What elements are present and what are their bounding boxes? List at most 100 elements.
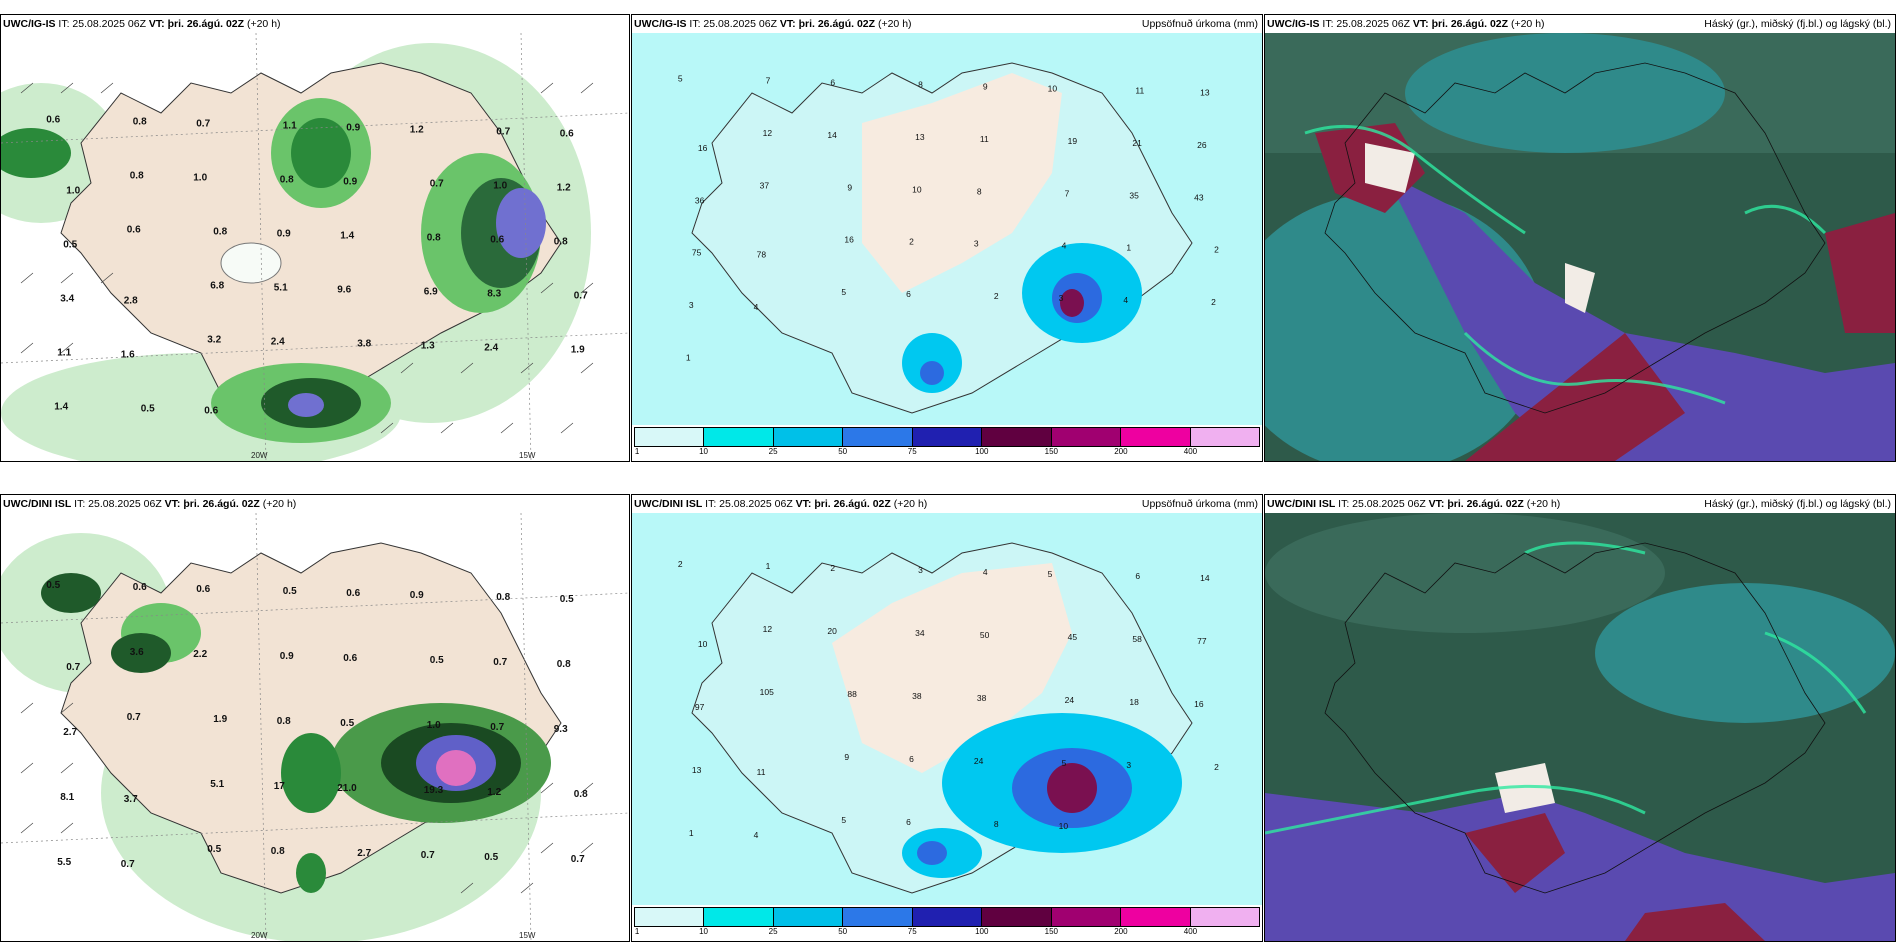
precip-value-label: 10	[912, 184, 922, 194]
precip-value-label: 38	[977, 693, 987, 703]
precip-value-label: 1.0	[66, 186, 80, 197]
precip-value-label: 97	[695, 702, 705, 712]
init-time: IT: 25.08.2025 06Z	[1322, 18, 1410, 30]
precip-value-label: 0.9	[343, 177, 357, 188]
precip-value-label: 12	[763, 128, 773, 138]
panel-bottom-left: UWC/DINI ISL IT: 25.08.2025 06Z VT: þri.…	[0, 494, 630, 942]
colorbar: 1 10 25 50 75 100 150 200 400	[632, 425, 1262, 461]
precip-value-label: 0.8	[496, 592, 510, 603]
precip-value-label: 0.9	[277, 229, 291, 240]
colorbar-swatch	[1121, 428, 1191, 446]
precip-value-label: 2	[830, 563, 835, 573]
precip-value-label: 4	[754, 302, 759, 312]
precip-value-label: 3	[974, 239, 979, 249]
precip-value-label: 16	[698, 143, 708, 153]
colorbar-tick-label: 75	[907, 927, 917, 936]
precip-value-label: 2	[1214, 245, 1219, 255]
field-title: Háský (gr.), miðský (fj.bl.) og lágský (…	[1704, 498, 1891, 510]
precip-value-label: 14	[1200, 573, 1210, 583]
colorbar-swatch	[704, 428, 774, 446]
cloud-cover-map	[1265, 513, 1895, 941]
colorbar-swatch	[1051, 908, 1122, 926]
precip-value-label: 17	[274, 781, 286, 792]
precip-value-label: 2	[909, 237, 914, 247]
precip-value-label: 5.1	[210, 779, 224, 790]
precip-value-label: 45	[1068, 632, 1078, 642]
precip-value-label: 6	[906, 289, 911, 299]
precip-value-label: 0.8	[213, 227, 227, 238]
map-svg	[1265, 33, 1895, 461]
precip-value-label: 2	[1214, 762, 1219, 772]
lon-label-20w: 20W	[251, 451, 268, 460]
precip-value-label: 1	[1126, 243, 1131, 253]
precip-value-label: 3.6	[130, 647, 144, 658]
precip-value-label: 6	[906, 817, 911, 827]
precip-value-label: 0.9	[346, 123, 360, 134]
precip-value-label: 34	[915, 628, 925, 638]
precip-value-label: 0.6	[46, 115, 60, 126]
precip-value-label: 7	[1065, 188, 1070, 198]
colorbar-tick-label: 1	[634, 927, 640, 936]
precip-value-label: 20	[827, 626, 837, 636]
precip-value-label: 8.1	[60, 792, 74, 803]
precip-value-label: 0.8	[271, 846, 285, 857]
precip-value-label: 5	[1062, 758, 1067, 768]
precip-value-label: 8	[918, 80, 923, 90]
colorbar-swatch	[982, 908, 1052, 926]
field-title: Uppsöfnuð úrkoma (mm)	[1141, 18, 1258, 30]
precip-value-label: 1	[689, 828, 694, 838]
precip-value-label: 1.2	[487, 787, 501, 798]
valid-time: þri. 26.ágú. 02Z	[1447, 498, 1524, 510]
valid-time-label: VT:	[779, 18, 796, 30]
map-svg	[1265, 513, 1895, 941]
model-name: UWC/IG-IS	[1267, 18, 1320, 30]
precip-value-label: 0.6	[133, 582, 147, 593]
precip-value-label: 0.7	[66, 662, 80, 673]
model-name: UWC/DINI ISL	[634, 498, 703, 510]
precip-value-label: 8	[977, 186, 982, 196]
colorbar-tick-label: 400	[1183, 447, 1198, 456]
colorbar-swatch	[843, 428, 913, 446]
valid-time: þri. 26.ágú. 02Z	[814, 498, 891, 510]
colorbar-tick-label: 200	[1114, 927, 1128, 936]
panel-header: UWC/IG-IS IT: 25.08.2025 06Z VT: þri. 26…	[1, 15, 629, 33]
precip-value-label: 24	[974, 756, 984, 766]
precip-value-label: 37	[760, 180, 770, 190]
precip-value-label: 0.5	[560, 594, 574, 605]
valid-time: þri. 26.ágú. 02Z	[167, 18, 245, 30]
precip-value-label: 2.4	[271, 337, 285, 348]
lead-time: (+20 h)	[893, 498, 928, 510]
colorbar-swatch	[1121, 908, 1191, 926]
colorbar-tick-label: 10	[699, 927, 708, 936]
precip-value-label: 43	[1194, 192, 1204, 202]
panel-header: UWC/DINI ISL IT: 25.08.2025 06Z VT: þri.…	[1265, 495, 1895, 513]
precip-value-label: 11	[1135, 86, 1144, 96]
colorbar-tick-label: 10	[699, 447, 708, 456]
precip-value-label: 105	[760, 687, 774, 697]
cloud-cover-map	[1265, 33, 1895, 461]
precip-value-label: 1.0	[427, 720, 441, 731]
precip-value-label: 0.7	[496, 127, 510, 138]
field-title: Háský (gr.), miðský (fj.bl.) og lágský (…	[1704, 18, 1891, 30]
colorbar-swatch	[1190, 908, 1259, 926]
precip-value-label: 10	[698, 639, 708, 649]
init-time: IT: 25.08.2025 06Z	[58, 18, 146, 30]
precip-value-label: 0.6	[560, 129, 574, 140]
precip-value-label: 9.6	[337, 285, 351, 296]
colorbar-tick-label: 100	[975, 927, 989, 936]
accumulated-precip-map: 5 7 6 8 9 10 11 13 16 12 14 13 11 19 21 26 36 37 9 10 8 7 35 43…	[632, 33, 1262, 425]
precip-value-label: 14	[827, 130, 837, 140]
precip-value-label: 1.6	[121, 350, 135, 361]
precip-value-label: 3	[1059, 293, 1064, 303]
accumulated-precip-map: 2 1 2 3 4 5 6 14 10 12 20 34 50 45 58 77 97 105 88 38 38 24 18…	[632, 513, 1262, 905]
model-name: UWC/IG-IS	[634, 18, 687, 30]
precip-value-label: 1.0	[493, 181, 507, 192]
precip-value-label: 16	[844, 235, 854, 245]
precip-value-label: 0.7	[121, 859, 135, 870]
precip-value-label: 3.4	[60, 294, 74, 305]
precip-value-label: 4	[1123, 295, 1128, 305]
precip-value-label: 58	[1132, 634, 1142, 644]
precip-value-label: 2	[678, 559, 683, 569]
